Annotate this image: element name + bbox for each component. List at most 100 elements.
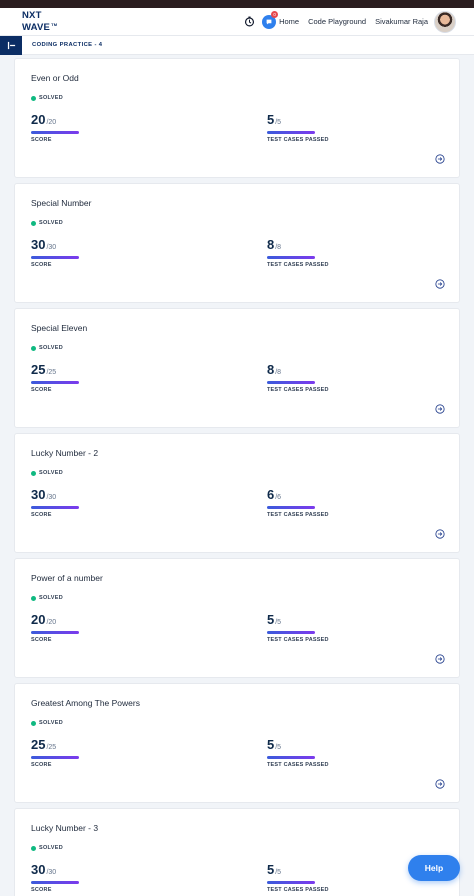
score-max: /25 — [46, 744, 57, 751]
score-metric: 30/30 SCORE — [31, 486, 79, 518]
tests-progress-bar — [267, 256, 315, 259]
score-label: SCORE — [31, 762, 52, 768]
solved-dot-icon — [31, 95, 36, 101]
tests-value: 5 — [267, 612, 275, 627]
tests-value: 5 — [267, 737, 275, 752]
streak-timer-icon[interactable] — [243, 16, 255, 28]
arrow-circle-right-icon[interactable] — [435, 279, 445, 289]
arrow-circle-right-icon[interactable] — [435, 779, 445, 789]
status-badge: SOLVED — [31, 95, 63, 101]
tests-metric: 5/5 TEST CASES PASSED — [267, 611, 329, 643]
problem-list: Even or Odd SOLVED 20/20 SCORE 5/5 TEST … — [14, 58, 460, 896]
score-metric: 20/20 SCORE — [31, 611, 79, 643]
problem-title: Special Number — [31, 198, 92, 208]
problem-card[interactable]: Power of a number SOLVED 20/20 SCORE 5/5… — [14, 558, 460, 678]
tests-value: 5 — [267, 112, 275, 127]
status-badge: SOLVED — [31, 470, 63, 476]
status-badge: SOLVED — [31, 720, 63, 726]
score-label: SCORE — [31, 262, 52, 268]
tests-value: 8 — [267, 362, 275, 377]
tests-progress-bar — [267, 381, 315, 384]
tests-metric: 6/6 TEST CASES PASSED — [267, 486, 329, 518]
breadcrumb-bar: CODING PRACTICE - 4 — [0, 35, 474, 55]
problem-title: Power of a number — [31, 573, 103, 583]
score-max: /30 — [46, 494, 57, 501]
tests-label: TEST CASES PASSED — [267, 262, 329, 268]
logo-line2: WAVE — [22, 22, 51, 34]
tests-value: 6 — [267, 487, 275, 502]
problem-card[interactable]: Special Number SOLVED 30/30 SCORE 8/8 TE… — [14, 183, 460, 303]
problem-card[interactable]: Even or Odd SOLVED 20/20 SCORE 5/5 TEST … — [14, 58, 460, 178]
tests-label: TEST CASES PASSED — [267, 887, 329, 893]
tests-max: /5 — [275, 619, 282, 626]
arrow-circle-right-icon[interactable] — [435, 529, 445, 539]
tests-metric: 5/5 TEST CASES PASSED — [267, 861, 329, 893]
score-metric: 30/30 SCORE — [31, 861, 79, 893]
solved-dot-icon — [31, 345, 36, 351]
tests-label: TEST CASES PASSED — [267, 762, 329, 768]
status-label: SOLVED — [39, 720, 64, 726]
score-progress-bar — [31, 756, 79, 759]
problem-title: Lucky Number - 2 — [31, 448, 99, 458]
problem-card[interactable]: Greatest Among The Powers SOLVED 25/25 S… — [14, 683, 460, 803]
score-max: /20 — [46, 119, 57, 126]
sidebar-collapse-icon — [7, 41, 15, 49]
score-max: /30 — [46, 244, 57, 251]
problem-card[interactable]: Lucky Number - 3 SOLVED 30/30 SCORE 5/5 … — [14, 808, 460, 896]
top-navbar: NXT WAVETM 0 Home Code Playground Sivaku… — [0, 8, 474, 36]
tests-metric: 5/5 TEST CASES PASSED — [267, 736, 329, 768]
status-label: SOLVED — [39, 845, 64, 851]
score-metric: 25/25 SCORE — [31, 361, 79, 393]
score-metric: 25/25 SCORE — [31, 736, 79, 768]
problem-title: Special Eleven — [31, 323, 88, 333]
tests-value: 8 — [267, 237, 275, 252]
tests-max: /6 — [275, 494, 282, 501]
notifications-icon[interactable]: 0 — [262, 10, 279, 29]
tests-max: /5 — [275, 744, 282, 751]
solved-dot-icon — [31, 845, 36, 851]
score-value: 30 — [31, 862, 46, 877]
user-name[interactable]: Sivakumar Raja — [375, 17, 428, 26]
score-progress-bar — [31, 631, 79, 634]
score-metric: 20/20 SCORE — [31, 111, 79, 143]
score-value: 30 — [31, 487, 46, 502]
status-badge: SOLVED — [31, 595, 63, 601]
problem-title: Lucky Number - 3 — [31, 823, 99, 833]
problem-card[interactable]: Special Eleven SOLVED 25/25 SCORE 8/8 TE… — [14, 308, 460, 428]
status-label: SOLVED — [39, 470, 64, 476]
nav-home-link[interactable]: Home — [279, 17, 300, 26]
score-max: /30 — [46, 869, 57, 876]
logo-line1: NXT — [22, 9, 42, 21]
arrow-circle-right-icon[interactable] — [435, 404, 445, 414]
status-label: SOLVED — [39, 345, 64, 351]
tests-progress-bar — [267, 756, 315, 759]
tests-max: /8 — [275, 369, 282, 376]
score-value: 25 — [31, 737, 46, 752]
score-metric: 30/30 SCORE — [31, 236, 79, 268]
avatar[interactable] — [434, 10, 456, 33]
status-badge: SOLVED — [31, 220, 63, 226]
tests-label: TEST CASES PASSED — [267, 512, 329, 518]
arrow-circle-right-icon[interactable] — [435, 154, 445, 164]
score-progress-bar — [31, 506, 79, 509]
status-label: SOLVED — [39, 95, 64, 101]
sidebar-toggle-button[interactable] — [0, 35, 22, 55]
arrow-circle-right-icon[interactable] — [435, 654, 445, 664]
nav-code-playground-link[interactable]: Code Playground — [308, 17, 367, 26]
problem-card[interactable]: Lucky Number - 2 SOLVED 30/30 SCORE 6/6 … — [14, 433, 460, 553]
status-label: SOLVED — [39, 220, 64, 226]
nav-right: 0 Home Code Playground Sivakumar Raja — [243, 10, 456, 33]
status-badge: SOLVED — [31, 845, 63, 851]
browser-top-strip — [0, 0, 474, 8]
tests-metric: 8/8 TEST CASES PASSED — [267, 236, 329, 268]
tests-max: /8 — [275, 244, 282, 251]
help-button[interactable]: Help — [408, 855, 460, 881]
tests-label: TEST CASES PASSED — [267, 637, 329, 643]
problem-title: Greatest Among The Powers — [31, 698, 140, 708]
score-max: /25 — [46, 369, 57, 376]
tests-progress-bar — [267, 881, 315, 884]
nxtwave-logo[interactable]: NXT WAVETM — [22, 9, 57, 34]
solved-dot-icon — [31, 220, 36, 226]
score-value: 25 — [31, 362, 46, 377]
solved-dot-icon — [31, 720, 36, 726]
